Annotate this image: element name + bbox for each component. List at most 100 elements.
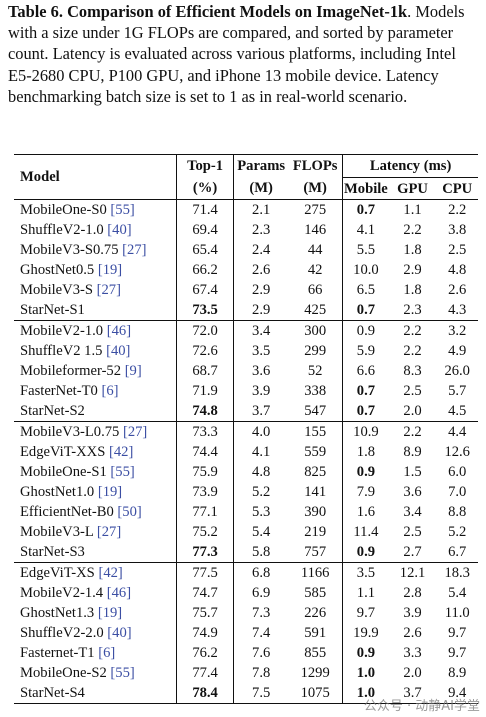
citation-link[interactable]: [6] xyxy=(101,383,119,399)
citation-link[interactable]: [55] xyxy=(110,464,135,480)
citation-link[interactable]: [50] xyxy=(117,504,142,520)
model-cell: MobileOne-S1 [55] xyxy=(14,462,177,482)
model-name: Fasternet-T1 xyxy=(20,645,95,661)
top1-cell: 65.4 xyxy=(176,240,234,260)
caption-body: . Models with a size under 1G FLOPs are … xyxy=(8,2,465,106)
mobile-cell: 6.6 xyxy=(342,361,389,381)
citation-link[interactable]: [46] xyxy=(106,323,132,339)
gpu-cell: 2.2 xyxy=(388,320,437,341)
flops-cell: 390 xyxy=(304,504,327,520)
top1-cell: 68.7 xyxy=(176,361,234,381)
flops-cell: 219 xyxy=(304,524,327,540)
mobile-cell: 1.0 xyxy=(342,683,389,704)
params-cell: 2.9 xyxy=(233,300,289,321)
flops-cell: 855 xyxy=(304,645,327,661)
model-cell: EdgeViT-XS [42] xyxy=(14,562,177,583)
table-row: ShuffleV2-1.0 [40] 69.4 2.3 146 4.1 2.2 3.8 xyxy=(14,220,478,240)
citation-link[interactable]: [42] xyxy=(98,565,123,581)
cpu-cell: 4.3 xyxy=(448,302,467,318)
table-row: GhostNet1.3 [19] 75.7 7.3 226 9.7 3.9 11.0 xyxy=(14,603,478,623)
model-cell: MobileV2-1.0 [46] xyxy=(14,320,177,341)
top1-cell: 74.8 xyxy=(176,401,234,422)
table-row: MobileOne-S1 [55] 75.9 4.8 825 0.9 1.5 6.0 xyxy=(14,462,478,482)
params-cell: 7.3 xyxy=(233,603,289,623)
header-params-unit: (M) xyxy=(233,177,289,200)
cpu-cell: 4.5 xyxy=(448,403,467,419)
citation-link[interactable]: [27] xyxy=(96,524,122,540)
model-name: StarNet-S2 xyxy=(20,403,85,419)
params-cell: 3.4 xyxy=(233,320,289,341)
model-name: GhostNet1.3 xyxy=(20,605,95,621)
citation-link[interactable]: [55] xyxy=(110,665,135,681)
params-cell: 7.6 xyxy=(233,643,289,663)
header-top1-unit: (%) xyxy=(176,177,234,200)
citation-link[interactable]: [40] xyxy=(107,222,132,238)
top1-cell: 77.5 xyxy=(176,562,234,583)
citation-link[interactable]: [42] xyxy=(109,444,134,460)
model-name: MobileOne-S0 xyxy=(20,202,107,218)
flops-cell: 547 xyxy=(304,403,327,419)
table-row: Fasternet-T1 [6] 76.2 7.6 855 0.9 3.3 9.7 xyxy=(14,643,478,663)
model-name: FasterNet-T0 xyxy=(20,383,98,399)
table-row: MobileV3-S0.75 [27] 65.4 2.4 44 5.5 1.8 2.5 xyxy=(14,240,478,260)
model-name: MobileV2-1.4 xyxy=(20,585,104,601)
mobile-cell: 1.8 xyxy=(342,442,389,462)
top1-cell: 73.3 xyxy=(176,421,234,442)
header-params: Params xyxy=(233,154,289,178)
citation-link[interactable]: [27] xyxy=(122,424,148,440)
mobile-cell: 19.9 xyxy=(342,623,389,643)
params-cell: 2.6 xyxy=(233,260,289,280)
mobile-cell: 0.9 xyxy=(342,643,389,663)
gpu-cell: 12.1 xyxy=(388,562,437,583)
caption-title: Comparison of Efficient Models on ImageN… xyxy=(67,2,408,21)
citation-link[interactable]: [19] xyxy=(97,484,123,500)
mobile-cell: 0.9 xyxy=(342,320,389,341)
table-row: GhostNet0.5 [19] 66.2 2.6 42 10.0 2.9 4.8 xyxy=(14,260,478,280)
citation-link[interactable]: [6] xyxy=(98,645,116,661)
top1-cell: 77.4 xyxy=(176,663,234,683)
comparison-table: Model Top-1 Params FLOPs Latency (ms) (%… xyxy=(14,154,478,704)
header-mobile: Mobile xyxy=(342,177,389,200)
mobile-cell: 1.1 xyxy=(342,583,389,603)
gpu-cell: 2.0 xyxy=(403,665,422,681)
citation-link[interactable]: [40] xyxy=(107,625,132,641)
header-flops: FLOPs xyxy=(288,154,343,178)
model-name: StarNet-S4 xyxy=(20,685,85,701)
params-cell: 5.2 xyxy=(233,482,289,502)
top1-cell: 77.3 xyxy=(176,542,234,563)
top1-cell: 72.0 xyxy=(176,320,234,341)
cpu-cell: 6.7 xyxy=(448,544,467,560)
cpu-cell: 9.4 xyxy=(436,683,478,704)
flops-cell: 141 xyxy=(304,484,327,500)
table-row: EdgeViT-XXS [42] 74.4 4.1 559 1.8 8.9 12.6 xyxy=(14,442,478,462)
flops-cell: 66 xyxy=(307,282,323,298)
citation-link[interactable]: [19] xyxy=(97,262,123,278)
model-name: EdgeViT-XS xyxy=(20,565,95,581)
header-model: Model xyxy=(14,154,177,200)
citation-link[interactable]: [27] xyxy=(96,282,121,298)
gpu-cell: 8.9 xyxy=(403,444,422,460)
top1-cell: 67.4 xyxy=(176,280,234,300)
mobile-cell: 10.0 xyxy=(342,260,389,280)
citation-link[interactable]: [55] xyxy=(110,202,135,218)
citation-link[interactable]: [19] xyxy=(97,605,123,621)
cpu-cell: 7.0 xyxy=(448,484,467,500)
citation-link[interactable]: [46] xyxy=(106,585,132,601)
citation-link[interactable]: [40] xyxy=(106,343,131,359)
model-cell: ShuffleV2-1.0 [40] xyxy=(14,220,177,240)
model-name: MobileV2-1.0 xyxy=(20,323,104,339)
model-name: ShuffleV2-1.0 xyxy=(20,222,104,238)
cpu-cell: 12.6 xyxy=(444,444,470,460)
gpu-cell: 3.3 xyxy=(403,645,422,661)
citation-link[interactable]: [27] xyxy=(122,242,147,258)
top1-cell: 75.7 xyxy=(176,603,234,623)
citation-link[interactable]: [9] xyxy=(124,363,142,379)
cpu-cell: 26.0 xyxy=(444,363,470,379)
model-cell: EdgeViT-XXS [42] xyxy=(14,442,177,462)
flops-cell: 155 xyxy=(288,421,343,442)
params-cell: 7.8 xyxy=(233,663,289,683)
watermark: 公众号 · 动静AI学堂 xyxy=(363,699,480,714)
cpu-cell: 8.8 xyxy=(448,504,467,520)
gpu-cell: 2.5 xyxy=(403,524,422,540)
params-cell: 6.8 xyxy=(233,562,289,583)
